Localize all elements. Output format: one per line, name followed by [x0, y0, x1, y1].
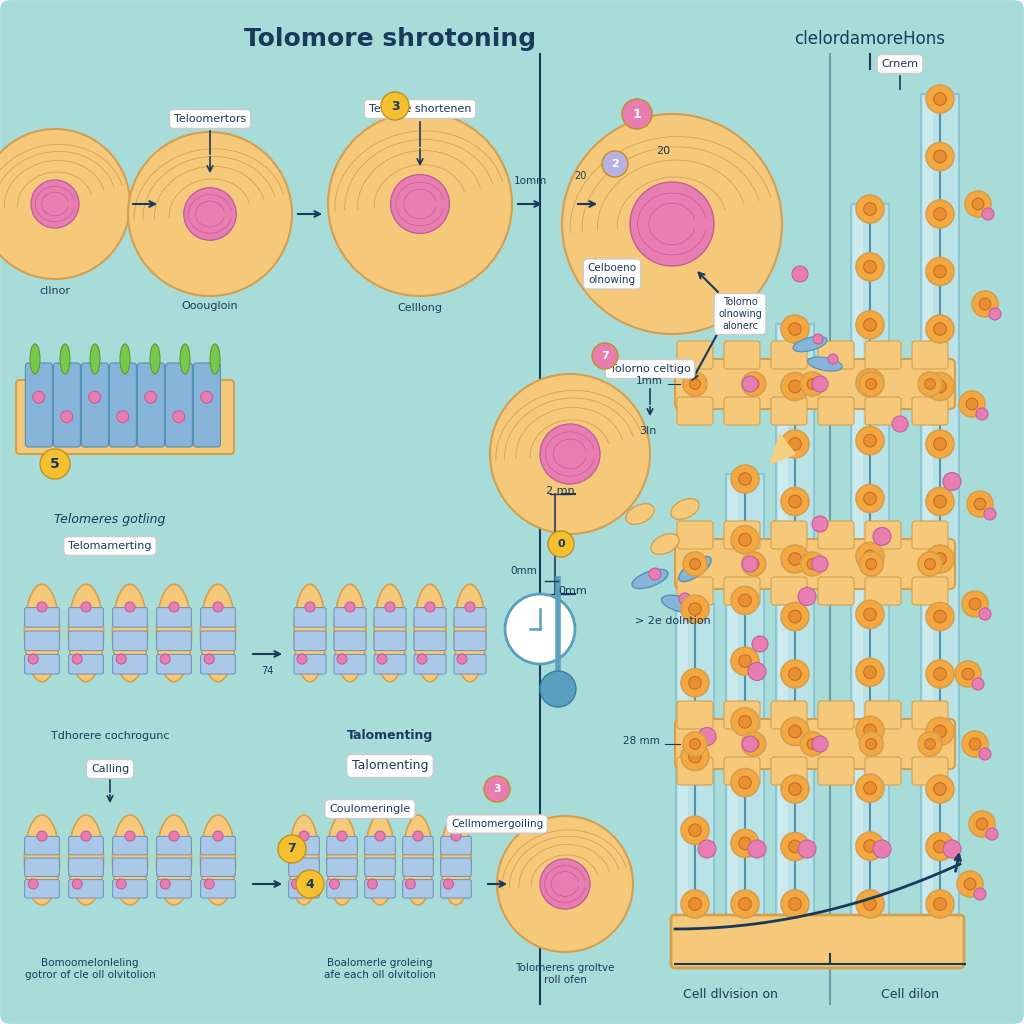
FancyBboxPatch shape — [865, 397, 901, 425]
FancyBboxPatch shape — [194, 362, 220, 447]
Circle shape — [986, 828, 998, 840]
Circle shape — [781, 373, 809, 400]
Text: Cellmomergoiling: Cellmomergoiling — [451, 819, 543, 829]
FancyBboxPatch shape — [923, 99, 933, 924]
FancyBboxPatch shape — [912, 521, 948, 549]
Circle shape — [29, 879, 38, 889]
Circle shape — [856, 774, 884, 802]
Circle shape — [125, 831, 135, 841]
Circle shape — [681, 816, 709, 844]
Circle shape — [856, 427, 884, 455]
Circle shape — [807, 738, 818, 750]
Ellipse shape — [440, 815, 471, 905]
Circle shape — [788, 668, 802, 680]
FancyBboxPatch shape — [25, 654, 59, 674]
Ellipse shape — [671, 499, 699, 519]
Ellipse shape — [60, 344, 70, 374]
Ellipse shape — [454, 585, 486, 682]
Circle shape — [738, 898, 752, 910]
FancyBboxPatch shape — [365, 837, 395, 855]
FancyBboxPatch shape — [818, 397, 854, 425]
Circle shape — [934, 208, 946, 220]
Circle shape — [689, 603, 701, 615]
FancyBboxPatch shape — [865, 521, 901, 549]
Circle shape — [788, 496, 802, 508]
Circle shape — [859, 372, 884, 396]
FancyBboxPatch shape — [157, 607, 191, 627]
Circle shape — [963, 668, 974, 680]
Circle shape — [742, 556, 758, 572]
Text: 7: 7 — [601, 351, 609, 361]
Circle shape — [540, 424, 600, 484]
FancyBboxPatch shape — [440, 858, 471, 877]
FancyBboxPatch shape — [69, 607, 103, 627]
FancyBboxPatch shape — [402, 880, 433, 898]
Circle shape — [681, 595, 709, 623]
Circle shape — [801, 372, 824, 396]
Circle shape — [856, 195, 884, 223]
Circle shape — [926, 487, 954, 515]
Ellipse shape — [651, 534, 679, 554]
Text: Cell dilon: Cell dilon — [881, 987, 939, 1000]
Circle shape — [305, 602, 315, 612]
FancyBboxPatch shape — [294, 631, 326, 650]
Circle shape — [863, 608, 877, 621]
FancyBboxPatch shape — [440, 880, 471, 898]
Circle shape — [974, 888, 986, 900]
Text: 1mm: 1mm — [636, 376, 663, 386]
FancyBboxPatch shape — [69, 858, 103, 877]
FancyBboxPatch shape — [865, 757, 901, 785]
Circle shape — [863, 318, 877, 331]
Circle shape — [781, 602, 809, 631]
FancyBboxPatch shape — [675, 359, 955, 409]
Circle shape — [926, 315, 954, 343]
Circle shape — [649, 568, 662, 580]
Circle shape — [934, 323, 946, 335]
FancyBboxPatch shape — [771, 757, 807, 785]
Circle shape — [926, 602, 954, 631]
Circle shape — [681, 890, 709, 918]
Circle shape — [969, 598, 981, 610]
Circle shape — [299, 831, 309, 841]
Circle shape — [812, 376, 828, 392]
Text: Boalomerle groleing
afe each oll olvitolion: Boalomerle groleing afe each oll olvitol… — [325, 958, 436, 980]
Circle shape — [390, 174, 450, 233]
FancyBboxPatch shape — [157, 631, 191, 650]
FancyBboxPatch shape — [818, 521, 854, 549]
Circle shape — [731, 587, 759, 614]
Circle shape — [807, 379, 818, 389]
Circle shape — [781, 775, 809, 803]
Circle shape — [128, 132, 292, 296]
FancyBboxPatch shape — [69, 837, 103, 855]
Circle shape — [451, 831, 461, 841]
Circle shape — [622, 99, 652, 129]
Circle shape — [417, 654, 427, 664]
Ellipse shape — [374, 585, 406, 682]
Text: Celboeno
olnowing: Celboeno olnowing — [588, 263, 637, 285]
Circle shape — [863, 377, 877, 389]
Ellipse shape — [210, 344, 220, 374]
Ellipse shape — [414, 585, 446, 682]
Ellipse shape — [69, 585, 103, 682]
Circle shape — [926, 718, 954, 745]
Circle shape — [792, 266, 808, 282]
Text: Crnem: Crnem — [882, 59, 919, 69]
Circle shape — [976, 818, 988, 829]
Circle shape — [73, 654, 82, 664]
Circle shape — [689, 379, 700, 389]
Circle shape — [856, 253, 884, 281]
Text: Celllong: Celllong — [397, 303, 442, 313]
Text: Coulomeringle: Coulomeringle — [330, 804, 411, 814]
Circle shape — [731, 769, 759, 797]
Circle shape — [934, 151, 946, 163]
FancyBboxPatch shape — [912, 341, 948, 369]
FancyBboxPatch shape — [157, 858, 191, 877]
Circle shape — [788, 725, 802, 738]
Circle shape — [972, 291, 998, 317]
FancyBboxPatch shape — [69, 654, 103, 674]
FancyBboxPatch shape — [778, 329, 787, 924]
Circle shape — [731, 647, 759, 675]
Circle shape — [967, 398, 978, 410]
FancyBboxPatch shape — [374, 607, 406, 627]
